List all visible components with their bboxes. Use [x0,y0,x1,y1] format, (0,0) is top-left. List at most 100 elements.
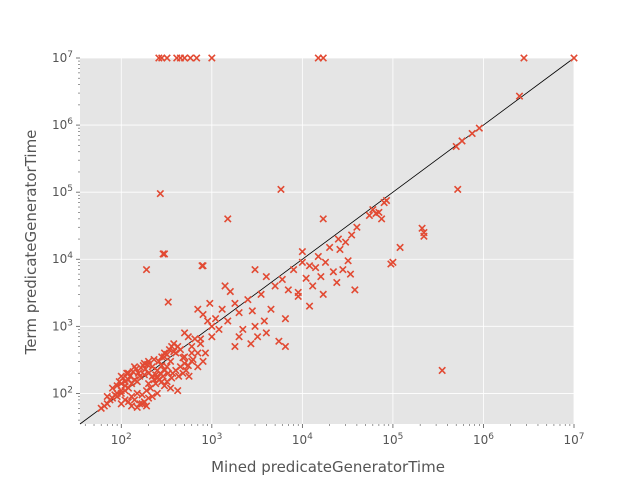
reference-line [79,57,575,425]
y-tick-base: 10 [52,319,67,333]
data-point [341,238,350,246]
data-point [133,389,141,398]
data-point [224,215,232,223]
data-point [117,379,126,388]
y-tick-label: 102 [52,385,73,400]
data-point [319,290,328,299]
data-point [305,261,314,270]
y-tick-exponent: 6 [67,117,73,127]
x-tick-base: 10 [473,433,488,447]
data-point [339,265,347,274]
x-tick-exponent: 2 [126,432,132,442]
data-point [189,355,197,364]
data-point [239,325,247,334]
data-point [121,396,129,404]
y-tick-label: 103 [52,318,73,333]
data-point [201,349,210,357]
data-point [144,379,153,388]
data-point [184,361,193,370]
data-point [160,366,169,375]
data-point [251,322,259,331]
data-point [180,329,189,337]
x-tick-base: 10 [111,433,126,447]
data-point [387,260,395,268]
data-point [140,359,149,368]
grid [80,57,575,424]
data-point [251,265,259,274]
data-point [103,392,112,401]
data-point [140,370,149,379]
y-tick-base: 10 [52,51,67,65]
data-point [211,314,220,323]
data-point [199,261,207,270]
data-point [159,250,167,258]
data-point [468,129,476,138]
data-point [208,332,216,341]
data-point [346,270,355,278]
y-tick-label: 106 [52,117,73,132]
data-point [215,325,223,334]
data-point [314,252,323,261]
y-tick-base: 10 [52,118,67,132]
data-point [182,366,190,375]
x-tick-label: 104 [292,432,313,447]
x-tick-base: 10 [382,433,397,447]
data-point [187,349,196,357]
data-point [166,357,175,366]
data-point [113,382,121,390]
data-point [396,243,404,252]
data-point [271,282,279,290]
y-tick-label: 104 [52,251,73,266]
data-point [260,317,269,325]
data-point [294,292,302,301]
data-point [142,386,151,395]
data-point [160,250,169,258]
data-point [224,317,232,325]
data-point [267,305,275,313]
data-point [117,372,126,381]
y-tick-label: 107 [52,50,73,65]
data-point [235,308,243,317]
data-point [163,350,171,359]
data-point [321,258,330,267]
data-point [377,215,386,223]
data-point [325,243,334,252]
data-point [253,332,262,341]
data-point [218,305,226,313]
y-axis-label: Term predicateGeneratorTime [22,130,40,356]
data-point [329,268,338,276]
data-point [244,295,252,304]
data-point [164,298,172,306]
data-point [289,265,298,274]
data-point [148,392,157,401]
y-tick-exponent: 7 [67,50,73,60]
data-point [231,342,239,351]
data-point [570,54,578,62]
data-point [333,278,341,287]
data-point [235,332,243,341]
data-point [173,386,182,395]
x-axis-ticks: 102 103 104 105 106 107 [84,424,585,447]
data-point [180,54,189,62]
data-point [452,142,460,151]
data-point [148,362,157,371]
data-point [247,339,255,348]
data-point [167,342,176,351]
data-point [142,265,151,274]
data-point [515,92,524,100]
data-point [458,137,466,145]
data-point [124,369,133,377]
data-point [275,337,283,345]
y-tick-base: 10 [52,252,67,266]
data-point [298,258,307,267]
data-point [150,355,158,364]
y-tick-exponent: 4 [67,251,73,261]
y-tick-base: 10 [52,185,67,199]
data-point [158,353,166,361]
x-tick-label: 105 [382,432,403,447]
data-point [121,386,129,395]
data-points [97,54,578,413]
x-tick-exponent: 7 [579,432,585,442]
data-point [155,357,163,366]
data-point [151,370,160,379]
